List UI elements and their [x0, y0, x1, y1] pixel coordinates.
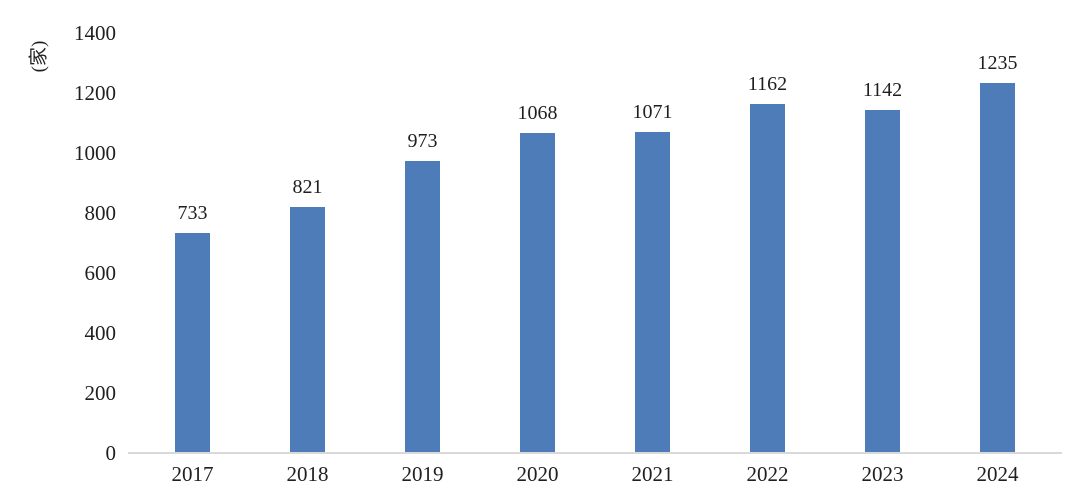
x-tick-label: 2017: [171, 462, 214, 486]
bar-value-label: 821: [292, 175, 323, 198]
bar-value-label: 973: [407, 130, 438, 153]
x-tick-label: 2018: [286, 462, 329, 486]
y-tick-label: 200: [84, 381, 117, 405]
bar-value-label: 1235: [977, 51, 1018, 74]
y-tick-label: 1400: [74, 21, 116, 45]
y-tick-label: 1000: [74, 141, 116, 165]
x-tick-label: 2022: [746, 462, 789, 486]
y-tick-label: 400: [84, 321, 117, 345]
y-tick-label: 0: [105, 441, 117, 465]
x-tick-label: 2024: [976, 462, 1019, 486]
bar-value-label: 1071: [632, 100, 673, 123]
bar-2023: [865, 110, 900, 452]
y-tick-label: 600: [84, 261, 117, 285]
x-axis-line: [128, 452, 1062, 454]
x-tick-label: 2019: [401, 462, 444, 486]
bar-2022: [750, 104, 785, 452]
x-tick-label: 2020: [516, 462, 559, 486]
x-tick-label: 2021: [631, 462, 674, 486]
x-tick-label: 2023: [861, 462, 904, 486]
bar-value-label: 1142: [862, 79, 903, 102]
bar-2017: [175, 233, 210, 452]
bar-2018: [290, 206, 325, 452]
bar-2020: [520, 132, 555, 452]
bar-value-label: 1068: [517, 101, 558, 124]
y-tick-label: 1200: [74, 81, 116, 105]
bar-2021: [635, 131, 670, 452]
bar-value-label: 733: [177, 202, 208, 225]
bar-2024: [980, 82, 1015, 452]
bar-2019: [405, 161, 440, 452]
y-tick-label: 800: [84, 201, 117, 225]
bar-value-label: 1162: [747, 73, 788, 96]
